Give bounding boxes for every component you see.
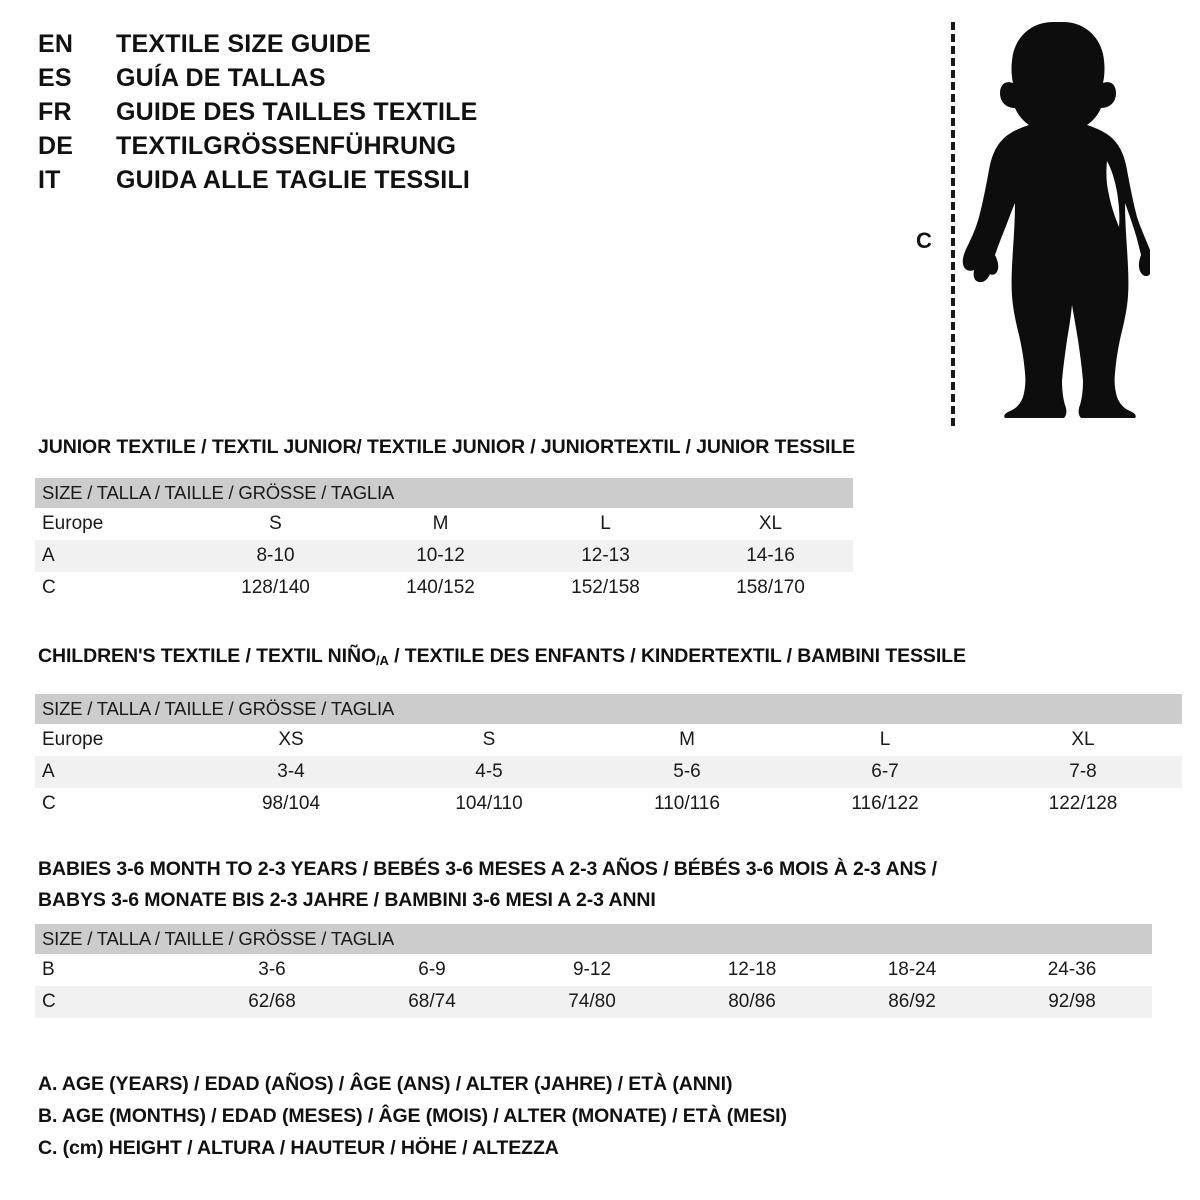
language-code: DE (38, 132, 74, 160)
table-cell: 116/122 (786, 788, 984, 820)
legend-line-b: B. AGE (MONTHS) / EDAD (MESES) / ÂGE (MO… (38, 1105, 787, 1127)
language-code: FR (38, 98, 72, 126)
table-cell: 3-4 (192, 756, 390, 788)
table-cell: 86/92 (832, 986, 992, 1018)
table-cell: 92/98 (992, 986, 1152, 1018)
junior-size-table: SIZE / TALLA / TAILLE / GRÖSSE / TAGLIA … (35, 478, 854, 604)
language-title: TEXTILGRÖSSENFÜHRUNG (116, 132, 457, 160)
table-cell: 4-5 (390, 756, 588, 788)
row-label: Europe (35, 508, 193, 540)
height-marker-label: C (916, 228, 932, 253)
table-cell: 10-12 (358, 540, 523, 572)
section-title-children-rest: / TEXTILE DES ENFANTS / KINDERTEXTIL / B… (388, 645, 966, 667)
language-code: ES (38, 64, 72, 92)
table-cell: 122/128 (984, 788, 1183, 820)
row-label: A (35, 756, 192, 788)
table-cell: 6-7 (786, 756, 984, 788)
band-label: SIZE / TALLA / TAILLE / GRÖSSE / TAGLIA (35, 924, 1152, 954)
language-code: EN (38, 30, 74, 58)
language-title: TEXTILE SIZE GUIDE (116, 30, 372, 58)
table-cell: 3-6 (192, 954, 352, 986)
table-cell: 98/104 (192, 788, 390, 820)
table-cell: 8-10 (193, 540, 358, 572)
table-cell: 152/158 (523, 572, 688, 604)
language-title: GUIDE DES TAILLES TEXTILE (116, 98, 478, 126)
language-row: EN TEXTILE SIZE GUIDE (38, 30, 598, 64)
language-row: ES GUÍA DE TALLAS (38, 64, 598, 98)
table-cell: L (523, 508, 688, 540)
table-row: A 8-10 10-12 12-13 14-16 (35, 540, 854, 572)
band-label: SIZE / TALLA / TAILLE / GRÖSSE / TAGLIA (35, 694, 1183, 724)
table-row: B 3-6 6-9 9-12 12-18 18-24 24-36 (35, 954, 1152, 986)
legend-line-c: C. (cm) HEIGHT / ALTURA / HAUTEUR / HÖHE… (38, 1137, 559, 1159)
table-cell: 12-13 (523, 540, 688, 572)
table-cell: 5-6 (588, 756, 786, 788)
row-label: C (35, 986, 192, 1018)
language-title: GUÍA DE TALLAS (116, 64, 326, 92)
table-cell: 104/110 (390, 788, 588, 820)
band-label: SIZE / TALLA / TAILLE / GRÖSSE / TAGLIA (35, 478, 854, 508)
babies-size-table: SIZE / TALLA / TAILLE / GRÖSSE / TAGLIA … (35, 924, 1152, 1018)
table-row: Europe XS S M L XL (35, 724, 1183, 756)
section-title-children-subscript: /A (376, 653, 389, 668)
table-cell: 68/74 (352, 986, 512, 1018)
language-code: IT (38, 166, 61, 194)
table-cell: XS (192, 724, 390, 756)
table-cell: 18-24 (832, 954, 992, 986)
language-row: DE TEXTILGRÖSSENFÜHRUNG (38, 132, 598, 166)
height-dashed-line (951, 22, 955, 426)
table-cell: 14-16 (688, 540, 854, 572)
table-cell: 74/80 (512, 986, 672, 1018)
section-title-babies-line2: BABYS 3-6 MONATE BIS 2-3 JAHRE / BAMBINI… (38, 889, 656, 911)
section-title-children: CHILDREN'S TEXTILE / TEXTIL NIÑO/A / TEX… (38, 645, 966, 668)
table-cell: 110/116 (588, 788, 786, 820)
table-band-header: SIZE / TALLA / TAILLE / GRÖSSE / TAGLIA (35, 694, 1183, 724)
row-label: C (35, 788, 192, 820)
table-cell: S (390, 724, 588, 756)
table-row: A 3-4 4-5 5-6 6-7 7-8 (35, 756, 1183, 788)
table-cell: XL (984, 724, 1183, 756)
section-title-children-main: CHILDREN'S TEXTILE / TEXTIL NIÑO (38, 645, 377, 667)
table-row: Europe S M L XL (35, 508, 854, 540)
table-cell: S (193, 508, 358, 540)
section-title-babies-line1: BABIES 3-6 MONTH TO 2-3 YEARS / BEBÉS 3-… (38, 858, 937, 880)
section-title-babies: BABIES 3-6 MONTH TO 2-3 YEARS / BEBÉS 3-… (38, 858, 937, 912)
table-cell: 6-9 (352, 954, 512, 986)
language-row: FR GUIDE DES TAILLES TEXTILE (38, 98, 598, 132)
legend-line-a: A. AGE (YEARS) / EDAD (AÑOS) / ÂGE (ANS)… (38, 1073, 733, 1095)
table-cell: 62/68 (192, 986, 352, 1018)
table-row: C 62/68 68/74 74/80 80/86 86/92 92/98 (35, 986, 1152, 1018)
language-title-block: EN TEXTILE SIZE GUIDE ES GUÍA DE TALLAS … (38, 30, 598, 200)
language-title: GUIDA ALLE TAGLIE TESSILI (116, 166, 471, 194)
table-cell: 24-36 (992, 954, 1152, 986)
legend-block: A. AGE (YEARS) / EDAD (AÑOS) / ÂGE (ANS)… (38, 1068, 787, 1164)
table-cell: 140/152 (358, 572, 523, 604)
language-row: IT GUIDA ALLE TAGLIE TESSILI (38, 166, 598, 200)
table-cell: 158/170 (688, 572, 854, 604)
row-label: B (35, 954, 192, 986)
section-title-junior: JUNIOR TEXTILE / TEXTIL JUNIOR/ TEXTILE … (38, 436, 856, 458)
row-label: A (35, 540, 193, 572)
toddler-silhouette-icon (962, 22, 1150, 418)
table-cell: XL (688, 508, 854, 540)
row-label: C (35, 572, 193, 604)
table-cell: 9-12 (512, 954, 672, 986)
table-row: C 98/104 104/110 110/116 116/122 122/128 (35, 788, 1183, 820)
table-cell: 128/140 (193, 572, 358, 604)
table-band-header: SIZE / TALLA / TAILLE / GRÖSSE / TAGLIA (35, 924, 1152, 954)
table-cell: 7-8 (984, 756, 1183, 788)
row-label: Europe (35, 724, 192, 756)
children-size-table: SIZE / TALLA / TAILLE / GRÖSSE / TAGLIA … (35, 694, 1183, 820)
height-illustration: C (900, 10, 1160, 430)
table-band-header: SIZE / TALLA / TAILLE / GRÖSSE / TAGLIA (35, 478, 854, 508)
table-cell: 80/86 (672, 986, 832, 1018)
table-cell: M (588, 724, 786, 756)
table-row: C 128/140 140/152 152/158 158/170 (35, 572, 854, 604)
table-cell: M (358, 508, 523, 540)
table-cell: 12-18 (672, 954, 832, 986)
table-cell: L (786, 724, 984, 756)
